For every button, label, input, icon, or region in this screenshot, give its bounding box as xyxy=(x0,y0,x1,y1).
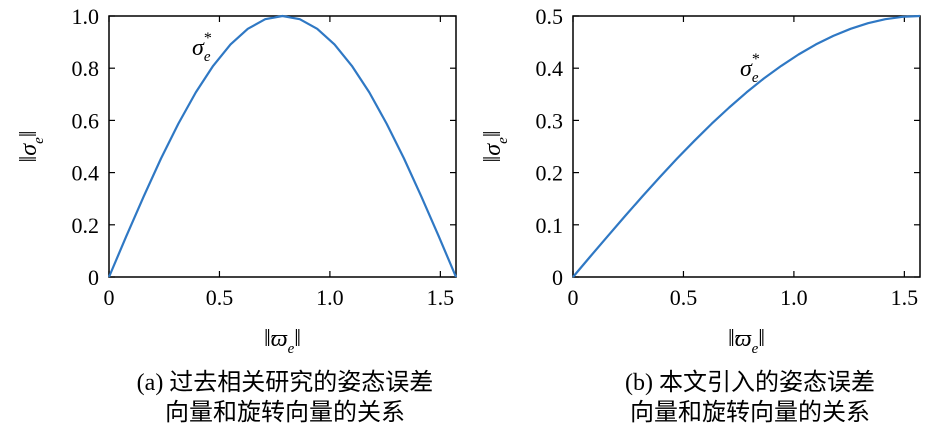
caption-b-line2: 向量和旋转向量的关系 xyxy=(630,400,870,426)
x-tick-label: 1.0 xyxy=(780,285,808,310)
x-tick-label: 0 xyxy=(568,285,579,310)
y-tick-label: 0 xyxy=(552,265,563,290)
x-tick-label: 0 xyxy=(104,285,115,310)
series-label: σ* e xyxy=(192,30,212,65)
caption-a: (a) 过去相关研究的姿态误差 向量和旋转向量的关系 xyxy=(40,368,530,428)
x-axis-label: ‖ϖe‖ xyxy=(728,326,765,357)
x-axis-label: ‖ϖe‖ xyxy=(264,326,301,357)
y-tick-label: 0.1 xyxy=(536,213,564,238)
caption-a-line1: (a) 过去相关研究的姿态误差 xyxy=(136,370,434,396)
y-tick-label: 0.3 xyxy=(536,108,564,133)
caption-a-line2: 向量和旋转向量的关系 xyxy=(165,400,405,426)
x-tick-label: 1.5 xyxy=(427,285,455,310)
y-tick-label: 0.2 xyxy=(72,213,100,238)
caption-b: (b) 本文引入的姿态误差 向量和旋转向量的关系 xyxy=(505,368,945,428)
caption-b-line1: (b) 本文引入的姿态误差 xyxy=(625,370,875,396)
x-tick-label: 0.5 xyxy=(206,285,234,310)
plot-frame xyxy=(108,15,457,278)
y-axis-label: ‖σe‖ xyxy=(480,131,511,163)
y-tick-label: 0.4 xyxy=(72,161,100,186)
y-tick-label: 0.8 xyxy=(72,56,100,81)
y-tick-label: 1.0 xyxy=(72,4,100,29)
x-tick-label: 1.0 xyxy=(316,285,344,310)
series-line xyxy=(107,14,458,278)
y-tick-label: 0.4 xyxy=(536,56,564,81)
y-tick-label: 0 xyxy=(88,265,99,290)
y-tick-label: 0.6 xyxy=(72,108,100,133)
series-line xyxy=(572,14,921,278)
chart-panel-b: 0 0.5 1.0 1.5 0 0.1 0.2 0.3 0.4 0.5 σ* e ‖ϖe‖ ‖σe‖ xyxy=(480,4,921,357)
y-tick-label: 0.2 xyxy=(536,161,564,186)
series-label: σ* e xyxy=(740,51,760,86)
chart-panel-a: 0 0.5 1.0 1.5 0 0.2 0.4 0.6 0.8 1.0 σ* e ‖ϖe‖ ‖σe‖ xyxy=(16,4,458,357)
y-tick-label: 0.5 xyxy=(536,4,564,29)
plot-frame xyxy=(572,15,921,278)
y-axis-label: ‖σe‖ xyxy=(16,131,47,163)
x-tick-label: 1.5 xyxy=(891,285,919,310)
x-tick-label: 0.5 xyxy=(670,285,698,310)
